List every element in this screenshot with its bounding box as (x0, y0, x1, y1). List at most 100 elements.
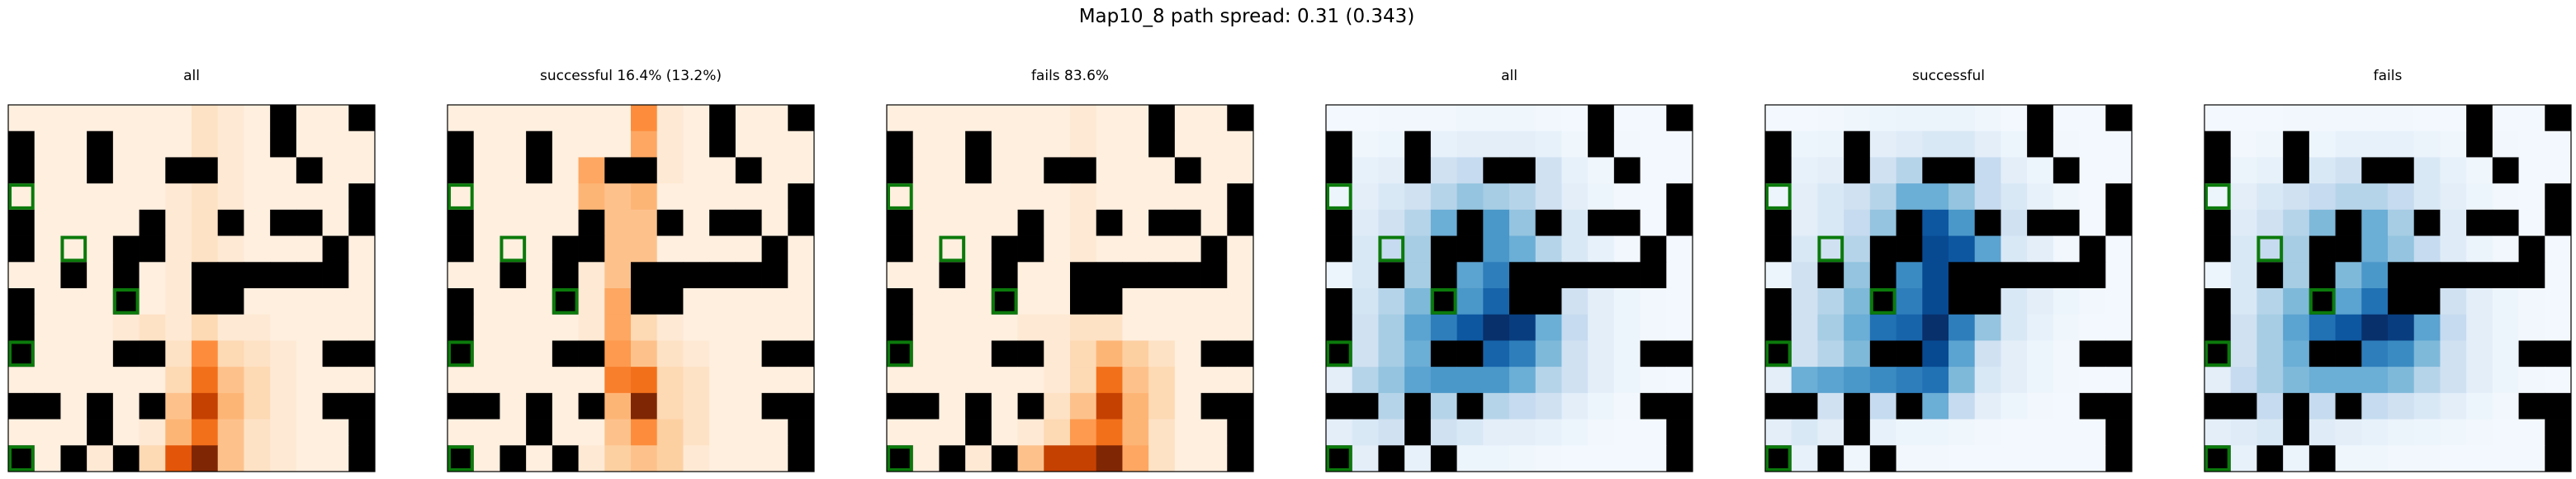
heat-cell (2492, 314, 2519, 341)
heat-cell (2413, 367, 2441, 394)
heat-cell (2283, 209, 2310, 236)
heat-cell (2440, 209, 2467, 236)
wall-cell (1869, 235, 1896, 263)
heat-cell (1404, 235, 1432, 263)
heat-cell (912, 157, 940, 184)
heat-cell (1227, 314, 1254, 341)
heat-cell (735, 445, 762, 472)
wall-cell (788, 419, 815, 446)
goal-marker (447, 340, 474, 368)
heat-cell (1326, 262, 1353, 289)
heat-cell (709, 235, 736, 263)
wall-cell (348, 209, 376, 236)
wall-cell (1535, 209, 1562, 236)
heat-cell (87, 340, 114, 368)
heat-cell (296, 288, 323, 315)
heat-cell (112, 130, 140, 158)
wall-cell (526, 419, 553, 446)
heat-cell (2283, 340, 2310, 368)
wall-cell (447, 340, 475, 368)
goal-marker (552, 288, 579, 315)
wall-cell (217, 209, 244, 236)
heat-cell (683, 367, 710, 394)
heat-cell (578, 105, 605, 132)
heat-cell (1666, 130, 1693, 158)
heat-cell (912, 419, 940, 446)
heat-cell (2440, 183, 2467, 211)
heat-cell (1352, 314, 1379, 341)
wall-cell (552, 288, 579, 315)
heat-cell (1017, 314, 1044, 341)
wall-cell (1174, 209, 1201, 236)
heat-cell (2466, 314, 2493, 341)
heat-cell (1561, 288, 1589, 315)
heat-cell (1588, 419, 1615, 446)
goal-marker (1765, 183, 1792, 210)
heat-cell (1922, 235, 1949, 263)
heat-cell (1535, 445, 1562, 472)
heat-cell (2335, 130, 2362, 158)
wall-cell (709, 105, 736, 132)
wall-cell (8, 209, 36, 236)
wall-cell (192, 262, 219, 289)
heat-cell (1017, 262, 1044, 289)
heat-cell (1613, 392, 1641, 420)
heat-cell (500, 367, 527, 394)
heat-cell (244, 183, 271, 211)
heat-cell (1044, 288, 1071, 315)
wall-cell (1404, 130, 1432, 158)
heat-cell (1200, 445, 1228, 472)
heat-cell (1588, 288, 1615, 315)
heat-cell (1791, 183, 1818, 211)
heat-cell (1791, 209, 1818, 236)
heat-cell (2388, 340, 2415, 368)
heat-cell (192, 235, 219, 263)
heat-cell (1561, 183, 1589, 211)
heat-cell (1974, 157, 2001, 184)
heat-cell (1430, 105, 1457, 132)
heat-cell (1791, 262, 1818, 289)
heat-cell (244, 340, 271, 368)
panel-title: all (1501, 68, 1518, 84)
heat-cell (2413, 340, 2441, 368)
heat-cell (112, 157, 140, 184)
heat-cell (788, 235, 815, 263)
heat-cell (1844, 288, 1871, 315)
heat-cell (1896, 183, 1923, 211)
heat-cell (2335, 445, 2362, 472)
heat-cell (2256, 183, 2284, 211)
heat-cell (578, 157, 605, 184)
wall-cell (1017, 209, 1044, 236)
heat-cell (1326, 419, 1353, 446)
heat-cell (165, 314, 192, 341)
heat-cell (1352, 340, 1379, 368)
wall-cell (165, 157, 192, 184)
heat-cell (2466, 235, 2493, 263)
wall-cell (2105, 209, 2133, 236)
wall-cell (296, 157, 323, 184)
heat-cell (139, 367, 166, 394)
wall-cell (1666, 445, 1693, 472)
heat-cell (1200, 183, 1228, 211)
heat-cell (2361, 209, 2389, 236)
heat-cell (1896, 105, 1923, 132)
heat-cell (1791, 105, 1818, 132)
heat-cell (578, 130, 605, 158)
heat-cell (139, 288, 166, 315)
wall-cell (788, 105, 815, 132)
heat-cell (1896, 314, 1923, 341)
wall-cell (1174, 157, 1201, 184)
heat-cell (2388, 235, 2415, 263)
heat-cell (761, 130, 788, 158)
wall-cell (1326, 392, 1353, 420)
heat-cell (604, 392, 632, 420)
heat-cell (217, 340, 244, 368)
goal-marker (500, 235, 527, 263)
heat-cell (1122, 288, 1149, 315)
heat-cell (709, 157, 736, 184)
heat-cell (60, 209, 88, 236)
wall-cell (2413, 209, 2441, 236)
heat-cell (1174, 130, 1201, 158)
heat-cell (2283, 105, 2310, 132)
heat-cell (1974, 340, 2001, 368)
